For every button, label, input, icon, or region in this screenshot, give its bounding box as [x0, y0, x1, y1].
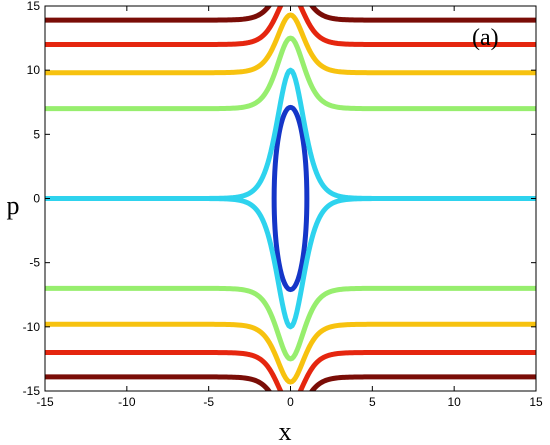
curve-orbit-4-lower	[45, 350, 536, 391]
curve-orbit-2-lower	[45, 285, 536, 362]
x-tick-label: 15	[529, 395, 543, 409]
y-tick-label: -5	[29, 256, 40, 270]
panel-label: (a)	[472, 25, 499, 51]
y-tick-label: 5	[33, 127, 40, 141]
x-tick-label: -15	[36, 395, 54, 409]
y-tick-label: 15	[27, 0, 41, 13]
x-tick-label: -10	[118, 395, 136, 409]
curve-orbit-2-upper	[45, 35, 536, 112]
y-axis-label: p	[7, 191, 20, 220]
curve-orbit-5-upper	[45, 6, 536, 23]
curve-orbit-5-lower	[45, 374, 536, 391]
y-tick-label: 0	[33, 192, 40, 206]
curve-orbit-3-upper	[45, 12, 536, 76]
curve-orbit-4-upper	[45, 6, 536, 47]
curve-closed-orbit	[271, 104, 310, 293]
x-tick-label: 0	[287, 395, 294, 409]
x-tick-label: 10	[447, 395, 461, 409]
curve-orbit-3-lower	[45, 321, 536, 385]
y-tick-label: 10	[27, 63, 41, 77]
curve-orbit-1-lower	[45, 196, 536, 330]
x-tick-label: -5	[203, 395, 214, 409]
y-tick-label: -10	[23, 320, 41, 334]
x-tick-label: 5	[369, 395, 376, 409]
x-axis-label: x	[279, 417, 292, 445]
ticks-group: -15 -10 -5 0 5 10 15 -15 -10 -5 0 5 10 15	[23, 0, 543, 409]
curves-group	[45, 6, 536, 391]
y-tick-label: -15	[23, 384, 41, 398]
